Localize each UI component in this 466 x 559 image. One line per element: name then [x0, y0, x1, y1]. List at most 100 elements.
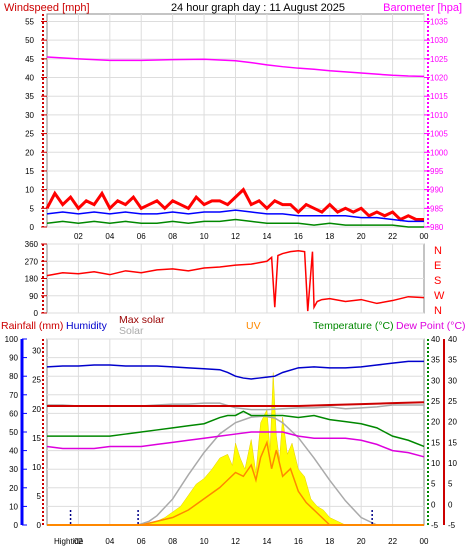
- dewpoint-tick-label: 5: [448, 480, 453, 489]
- temperature-tick-label: 5: [431, 480, 436, 489]
- bottom-x-tick-label: 08: [168, 537, 177, 546]
- rain-tick-label: 25: [32, 376, 41, 385]
- wind-left-tick-label: 20: [25, 148, 34, 157]
- humidity-line: [46, 360, 424, 380]
- dewpoint-tick-label: 40: [448, 335, 457, 344]
- baro-right-tick-label: 1005: [430, 130, 448, 139]
- compass-label: N: [434, 245, 442, 257]
- wind-x-tick-label: 00: [420, 232, 429, 241]
- humidity-tick-label: 20: [9, 484, 18, 493]
- dewpoint-tick-label: 25: [448, 397, 457, 406]
- baro-right-tick-label: 1015: [430, 92, 448, 101]
- wind-x-axis: 02 04 06 08 10 12 14 16 18 20 22 00: [74, 232, 429, 241]
- barometer-axis-title: Barometer [hpa]: [383, 2, 462, 14]
- wind-x-tick-label: 12: [231, 232, 240, 241]
- humidity-tick-label: 80: [9, 372, 18, 381]
- dewpoint-tick-label: 35: [448, 356, 457, 365]
- rain-tick-label: 30: [32, 347, 41, 356]
- bottom-series: [46, 360, 425, 526]
- wind-x-tick-label: 04: [105, 232, 114, 241]
- rain-tick-label: 5: [37, 492, 42, 501]
- bottom-x-tick-label: 12: [231, 537, 240, 546]
- rain-tick-label: 0: [37, 521, 42, 530]
- wind-left-tick-label: 0: [30, 223, 35, 232]
- humidity-tick-label: 60: [9, 409, 18, 418]
- wind-x-tick-label: 08: [168, 232, 177, 241]
- direction-left-tick-label: 270: [25, 257, 39, 266]
- wind-left-tick-label: 30: [25, 111, 34, 120]
- direction-left-axis: 0 90 180 270 360: [25, 240, 47, 318]
- humidity-tick-label: 90: [9, 354, 18, 363]
- baro-right-tick-label: 1020: [430, 74, 448, 83]
- temperature-tick-label: 10: [431, 459, 440, 468]
- wind-x-tick-label: 18: [325, 232, 334, 241]
- bottom-x-tick-label: 10: [200, 537, 209, 546]
- dewpoint-legend: Dew Point (°C): [396, 320, 466, 332]
- wind-left-tick-label: 15: [25, 167, 34, 176]
- temperature-tick-label: -5: [431, 521, 439, 530]
- rainfall-legend: Rainfall (mm): [1, 320, 63, 332]
- baro-right-tick-label: 1030: [430, 36, 448, 45]
- wind-left-tick-label: 5: [30, 204, 35, 213]
- direction-left-tick-label: 0: [34, 309, 39, 318]
- temperature-tick-label: 40: [431, 335, 440, 344]
- hightide-label: Hightide: [54, 537, 84, 546]
- bottom-x-tick-label: 22: [388, 537, 397, 546]
- dewpoint-tick-label: 15: [448, 438, 457, 447]
- compass-label: E: [434, 260, 441, 272]
- gust-line: [45, 187, 424, 222]
- baro-right-tick-label: 980: [430, 223, 444, 232]
- bottom-x-tick-label: 14: [262, 537, 271, 546]
- bottom-x-axis: 02 04 06 08 10 12 14 16 18 20 22 00: [74, 537, 429, 546]
- wind-baro-panel: Windspeed [mph] 24 hour graph day : 11 A…: [4, 2, 462, 241]
- bottom-x-tick-label: 20: [357, 537, 366, 546]
- direction-line: [46, 249, 425, 312]
- direction-left-tick-label: 180: [25, 275, 39, 284]
- baro-right-tick-label: 990: [430, 186, 444, 195]
- temperature-tick-label: 20: [431, 418, 440, 427]
- temperature-legend: Temperature (°C): [313, 320, 394, 332]
- bottom-axes: 0102030405060708090100051015202530-50510…: [5, 335, 458, 530]
- baro-right-tick-label: 995: [430, 167, 444, 176]
- humidity-tick-label: 0: [14, 521, 19, 530]
- wind-left-tick-label: 25: [25, 130, 34, 139]
- dewpoint-line: [46, 431, 425, 458]
- direction-left-tick-label: 360: [25, 240, 39, 249]
- wind-left-tick-label: 40: [25, 74, 34, 83]
- baro-right-tick-label: 1035: [430, 17, 448, 26]
- bottom-x-tick-label: 04: [105, 537, 114, 546]
- solar-legend: Solar: [119, 325, 144, 337]
- bottom-x-tick-label: 16: [294, 537, 303, 546]
- dewpoint-tick-label: 10: [448, 459, 457, 468]
- maxsolar-legend: Max solar: [119, 314, 165, 326]
- temp-humidity-solar-panel: Rainfall (mm) Humidity Max solar Solar U…: [1, 314, 466, 546]
- humidity-legend: Humidity: [66, 320, 108, 332]
- solar-area: [141, 372, 346, 526]
- chart-title: 24 hour graph day : 11 August 2025: [171, 2, 345, 14]
- bottom-x-tick-label: 18: [325, 537, 334, 546]
- wind-x-tick-label: 16: [294, 232, 303, 241]
- temperature-tick-label: 0: [431, 500, 436, 509]
- wind-x-tick-label: 06: [137, 232, 146, 241]
- direction-grid: [47, 243, 424, 314]
- bottom-x-tick-label: 00: [420, 537, 429, 546]
- humidity-tick-label: 100: [5, 335, 19, 344]
- temperature-tick-label: 25: [431, 397, 440, 406]
- compass-label: N: [434, 305, 442, 317]
- rain-tick-label: 15: [32, 434, 41, 443]
- max-solar-curve: [137, 415, 378, 526]
- dewpoint-tick-label: 0: [448, 500, 453, 509]
- avg-line: [46, 209, 424, 223]
- rain-tick-label: 10: [32, 463, 41, 472]
- wind-left-tick-label: 55: [25, 17, 34, 26]
- direction-series: [46, 249, 425, 312]
- wind-x-tick-label: 20: [357, 232, 366, 241]
- baro-line: [46, 56, 425, 78]
- wind-left-tick-label: 10: [25, 186, 34, 195]
- compass-label: W: [434, 290, 445, 302]
- humidity-tick-label: 30: [9, 465, 18, 474]
